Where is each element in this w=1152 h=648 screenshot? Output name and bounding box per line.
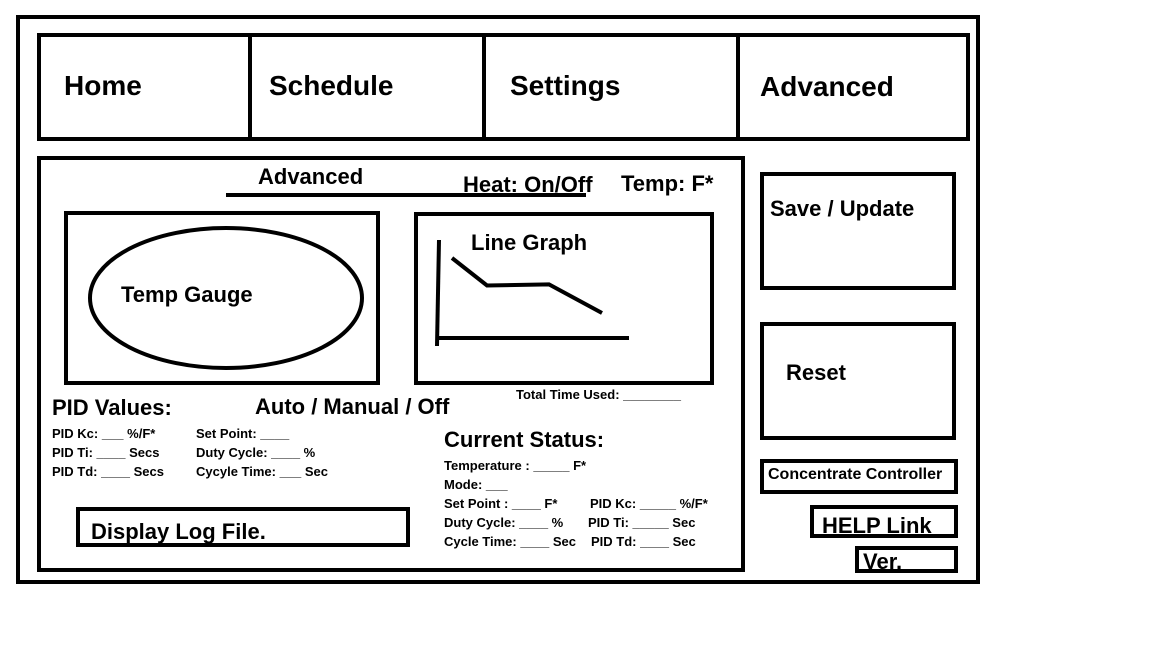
nav-divider — [248, 33, 252, 141]
status-temperature: Temperature : _____ F* — [444, 458, 587, 473]
tab-settings[interactable]: Settings — [486, 37, 736, 137]
save-update-label: Save / Update — [770, 196, 915, 221]
status-duty-cycle: Duty Cycle: ____ % — [444, 515, 564, 530]
panel-title: Advanced — [258, 164, 364, 189]
temp-gauge-panel — [64, 211, 380, 385]
reset-button[interactable]: Reset — [760, 322, 956, 440]
tab-settings-label: Settings — [510, 70, 621, 101]
temp-status: Temp: F* — [621, 171, 714, 196]
tab-home-label: Home — [64, 70, 142, 101]
reset-label: Reset — [786, 360, 846, 385]
graph-line — [450, 256, 603, 315]
nav-bar — [37, 33, 970, 141]
graph-y-axis — [435, 239, 441, 347]
status-mode: Mode: ___ — [444, 477, 508, 492]
nav-divider — [736, 33, 740, 141]
gauge-label: Temp Gauge — [121, 282, 253, 307]
line-graph — [435, 239, 629, 347]
cycle-time-field[interactable]: Cycyle Time: ___ Sec — [196, 464, 329, 479]
version-label: Ver. — [863, 549, 903, 574]
pid-kc-field[interactable]: PID Kc: ___ %/F* — [52, 426, 156, 441]
status-pid-td: PID Td: ____ Sec — [591, 534, 696, 549]
status-heading: Current Status: — [444, 427, 605, 452]
title-underline — [226, 193, 586, 197]
tab-home[interactable]: Home — [41, 37, 248, 137]
tab-advanced-label: Advanced — [760, 71, 894, 102]
display-log-label: Display Log File. — [91, 519, 266, 544]
concentrate-controller-label: Concentrate Controller — [768, 466, 943, 483]
tab-schedule-label: Schedule — [269, 70, 394, 101]
version-button[interactable]: Ver. — [855, 546, 958, 573]
pid-heading: PID Values: — [52, 395, 172, 420]
save-update-button[interactable]: Save / Update — [760, 172, 956, 290]
display-log-button[interactable]: Display Log File. — [76, 507, 410, 547]
mode-selector[interactable]: Auto / Manual / Off — [255, 394, 450, 419]
temp-gauge — [88, 226, 364, 370]
pid-ti-field[interactable]: PID Ti: ____ Secs — [52, 445, 160, 460]
concentrate-controller-button[interactable]: Concentrate Controller — [760, 459, 958, 494]
heat-status: Heat: On/Off — [463, 172, 593, 197]
status-cycle-time: Cycle Time: ____ Sec — [444, 534, 577, 549]
help-link-label: HELP Link — [822, 513, 932, 538]
set-point-field[interactable]: Set Point: ____ — [196, 426, 290, 441]
app-window — [16, 15, 980, 584]
graph-label: Line Graph — [471, 230, 588, 255]
help-link[interactable]: HELP Link — [810, 505, 958, 538]
tab-schedule[interactable]: Schedule — [252, 37, 482, 137]
pid-td-field[interactable]: PID Td: ____ Secs — [52, 464, 164, 479]
total-time-used: Total Time Used: ________ — [516, 387, 681, 402]
line-graph-panel — [414, 212, 714, 385]
gauge-ellipse — [88, 226, 364, 370]
duty-cycle-field[interactable]: Duty Cycle: ____ % — [196, 445, 316, 460]
main-panel — [37, 156, 745, 572]
status-pid-kc: PID Kc: _____ %/F* — [590, 496, 708, 511]
nav-divider — [482, 33, 486, 141]
status-pid-ti: PID Ti: _____ Sec — [588, 515, 696, 530]
tab-advanced[interactable]: Advanced — [740, 37, 966, 137]
status-set-point: Set Point : ____ F* — [444, 496, 558, 511]
